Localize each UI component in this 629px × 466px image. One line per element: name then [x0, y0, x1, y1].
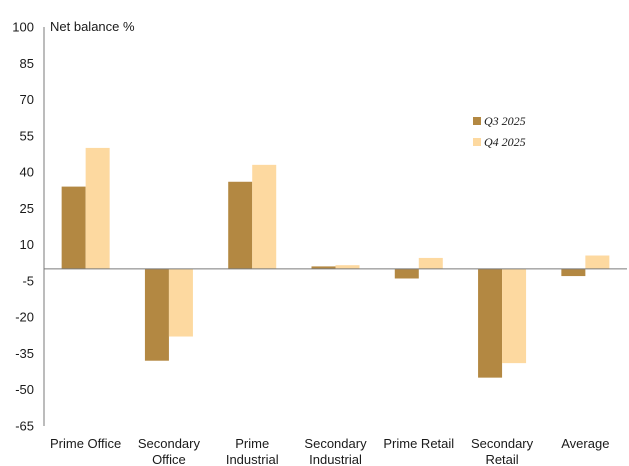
y-tick-label: 10 [20, 237, 34, 252]
legend-swatch [473, 138, 481, 146]
legend-swatch [473, 117, 481, 125]
bar [144, 268, 169, 361]
y-tick-label: -35 [15, 346, 34, 361]
bar [335, 265, 360, 269]
x-category-label: Average [561, 436, 609, 451]
bar [418, 257, 443, 269]
bar [311, 266, 336, 269]
x-category-label: Industrial [226, 452, 279, 466]
legend-label: Q4 2025 [484, 135, 526, 149]
bar [168, 268, 193, 337]
y-tick-label: 85 [20, 56, 34, 71]
x-category-label: Secondary [471, 436, 534, 451]
bar [252, 164, 277, 269]
bar [585, 255, 610, 269]
bar [394, 268, 419, 279]
x-category-label: Office [152, 452, 186, 466]
y-tick-label: -50 [15, 382, 34, 397]
x-category-label: Prime [235, 436, 269, 451]
x-category-label: Prime Office [50, 436, 121, 451]
bar [502, 268, 527, 364]
y-tick-label: 25 [20, 201, 34, 216]
x-category-label: Retail [485, 452, 518, 466]
bar [85, 147, 110, 269]
bar [228, 181, 253, 269]
y-tick-label: 70 [20, 92, 34, 107]
y-tick-label: -20 [15, 310, 34, 325]
y-axis-label: Net balance % [50, 19, 135, 34]
y-tick-label: -5 [22, 273, 34, 288]
y-tick-label: 40 [20, 165, 34, 180]
legend-label: Q3 2025 [484, 114, 526, 128]
y-tick-label: 55 [20, 128, 34, 143]
y-tick-label: -65 [15, 419, 34, 434]
y-tick-label: 100 [12, 20, 34, 35]
bar [478, 268, 503, 378]
x-category-label: Prime Retail [383, 436, 454, 451]
x-category-label: Secondary [304, 436, 367, 451]
bar [561, 268, 586, 277]
x-category-label: Secondary [138, 436, 201, 451]
bar [61, 186, 86, 269]
x-category-label: Industrial [309, 452, 362, 466]
